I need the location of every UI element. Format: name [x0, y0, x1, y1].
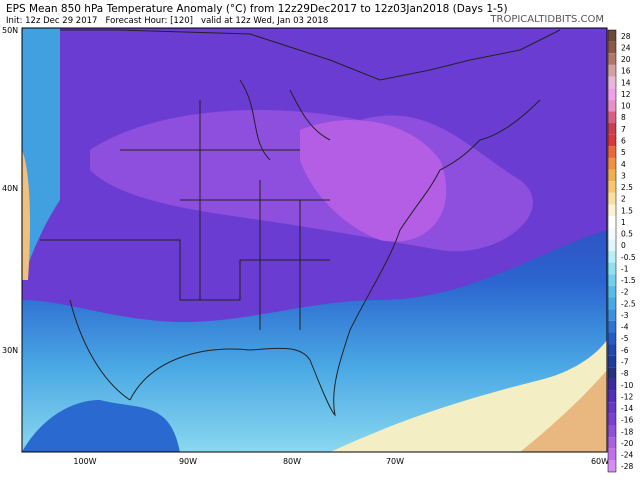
colorbar-cell	[608, 274, 616, 286]
colorbar-cell	[608, 123, 616, 135]
colorbar-cell	[608, 76, 616, 89]
map-frame	[21, 27, 608, 453]
colorbar-cell	[608, 239, 616, 251]
colorbar-label: -6	[621, 346, 629, 355]
coldest-anomaly	[300, 120, 447, 242]
colorbar-cell	[608, 285, 616, 298]
lon-label: 100W	[73, 457, 96, 466]
colorbar-cell	[608, 448, 616, 461]
colorbar-label: 12	[621, 90, 631, 99]
colorbar-cell	[608, 251, 616, 263]
colorbar-cell	[608, 262, 616, 275]
colorbar-cell	[608, 344, 616, 356]
colorbar-cell	[608, 216, 616, 228]
warm-west-edge	[22, 150, 30, 280]
colorbar-label: -12	[621, 392, 633, 401]
colorbar-cell	[608, 192, 616, 205]
colorbar-cell	[608, 181, 616, 193]
title: EPS Mean 850 hPa Temperature Anomaly (°C…	[6, 3, 508, 15]
warm-west	[22, 28, 60, 280]
colorbar-frame	[607, 29, 617, 473]
colorbar-cell	[608, 146, 616, 158]
colorbar-cell	[608, 390, 616, 403]
colorbar-label: -0.5	[621, 253, 636, 262]
lat-label: 40N	[2, 184, 18, 193]
colorbar-label: 20	[621, 55, 631, 64]
colorbar-label: -2.5	[621, 299, 636, 308]
lon-label: 90W	[179, 457, 197, 466]
coastlines	[40, 29, 561, 417]
colorbar-cell	[608, 297, 616, 310]
colorbar-cell	[608, 413, 616, 426]
colorbar-label: 3	[621, 171, 626, 180]
colorbar-cell	[608, 227, 616, 240]
subtitle: Init: 12z Dec 29 2017 Forecast Hour: [12…	[6, 16, 328, 26]
colorbar-cell	[608, 53, 616, 65]
colorbar-label: -18	[621, 427, 633, 436]
lat-label: 30N	[2, 346, 18, 355]
colorbar-cell	[608, 88, 616, 100]
colorbar-label: 14	[621, 78, 631, 87]
colorbar-label: -7	[621, 358, 629, 367]
colorbar-label: -14	[621, 404, 633, 413]
colorbar-cell	[608, 134, 616, 147]
colorbar-cell	[608, 41, 616, 54]
colorbar-label: 0.5	[621, 230, 633, 239]
colorbar-label: -20	[621, 439, 633, 448]
colorbar-cell	[608, 111, 616, 124]
colorbar-label: 7	[621, 125, 626, 134]
colorbar-cell	[608, 378, 616, 391]
colorbar-cell	[608, 99, 616, 112]
map	[22, 28, 607, 452]
colorbar-cell	[608, 320, 616, 333]
mexico	[22, 400, 180, 452]
colorbar-cell	[608, 460, 616, 472]
colorbar-label: -24	[621, 451, 633, 460]
source: TROPICALTIDBITS.COM	[489, 14, 604, 25]
colorbar-label: -2	[621, 288, 629, 297]
warm-atlantic	[520, 370, 607, 452]
lon-label: 70W	[386, 457, 404, 466]
warm-gulf-stream	[330, 340, 607, 452]
colorbar-label: 2.5	[621, 183, 633, 192]
colorbar-cell	[608, 204, 616, 217]
lat-label: 50N	[2, 26, 18, 35]
colorbar-label: -28	[621, 462, 633, 471]
lon-label: 60W	[591, 457, 609, 466]
colorbar-label: 4	[621, 160, 626, 169]
colorbar-cell	[608, 64, 616, 77]
colorbar-cell	[608, 309, 616, 321]
colorbar-cell	[608, 367, 616, 379]
colorbar-label: 2	[621, 195, 626, 204]
colorbar-cell	[608, 157, 616, 170]
colorbar-label: 24	[621, 43, 631, 52]
colorbar-label: 5	[621, 148, 626, 157]
lon-label: 80W	[283, 457, 301, 466]
colorbar-label: 16	[621, 67, 631, 76]
colorbar-cell	[608, 425, 616, 438]
colorbar-cell	[608, 402, 616, 414]
colorbar-label: 10	[621, 102, 631, 111]
colorbar-label: -1.5	[621, 276, 636, 285]
colorbar-label: 1	[621, 218, 626, 227]
colorbar-label: -10	[621, 381, 633, 390]
colorbar-label: -8	[621, 369, 629, 378]
colorbar-cell	[608, 332, 616, 345]
colorbar-label: -4	[621, 323, 629, 332]
colorbar-label: 8	[621, 113, 626, 122]
colorbar-label: -3	[621, 311, 629, 320]
colorbar-label: 1.5	[621, 206, 633, 215]
colorbar-cell	[608, 30, 616, 42]
colorbar-label: -1	[621, 264, 629, 273]
colorbar-label: -16	[621, 416, 633, 425]
colorbar-cell	[608, 169, 616, 182]
colorbar-label: -5	[621, 334, 629, 343]
colorbar-label: 0	[621, 241, 626, 250]
colorbar-label: 28	[621, 32, 631, 41]
colorbar-label: 6	[621, 137, 626, 146]
colorbar-cell	[608, 437, 616, 449]
colorbar-cell	[608, 355, 616, 368]
